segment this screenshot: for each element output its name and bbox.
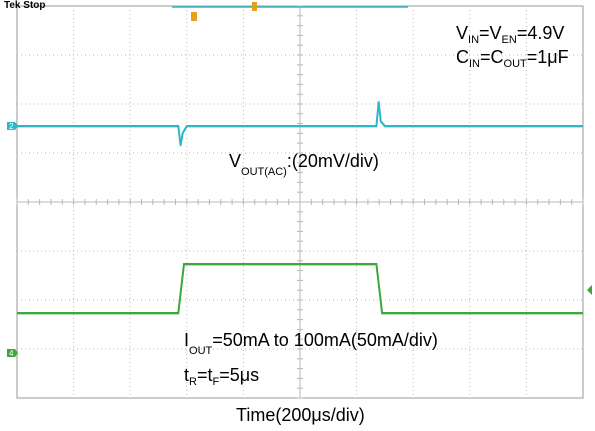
rise-fall-annotation: tR=tF=5μs bbox=[184, 365, 260, 388]
trace-noise bbox=[17, 102, 583, 148]
x-axis-label: Time(200μs/div) bbox=[236, 405, 365, 425]
ch4-marker-shape bbox=[7, 349, 18, 357]
channel-markers: 24 bbox=[7, 2, 592, 358]
trace-iout bbox=[17, 263, 583, 314]
ch2-marker-label: 2 bbox=[9, 122, 14, 131]
cap-annotation: CIN=COUT=1μF bbox=[456, 47, 569, 70]
trigger-position-marker bbox=[191, 12, 197, 21]
trigger-position-shape bbox=[191, 12, 197, 21]
ch2-marker: 2 bbox=[7, 122, 18, 131]
iout-annotation: IOUT=50mA to 100mA(50mA/div) bbox=[184, 330, 438, 357]
trigger-level-marker bbox=[587, 285, 592, 295]
ch2-marker-shape bbox=[7, 122, 18, 130]
vout-annotation: VOUT(AC):(20mV/div) bbox=[229, 151, 379, 178]
trace-noise bbox=[17, 265, 583, 315]
scope-status: Tek Stop bbox=[4, 0, 46, 11]
vin-annotation: VIN=VEN=4.9V bbox=[456, 23, 565, 46]
record-window-marker bbox=[252, 2, 257, 11]
ch4-marker: 4 bbox=[7, 349, 18, 358]
traces bbox=[17, 101, 583, 315]
graticule-ticks bbox=[16, 5, 584, 399]
ch4-marker-label: 4 bbox=[9, 349, 14, 358]
trace-vout-ac- bbox=[17, 101, 583, 146]
